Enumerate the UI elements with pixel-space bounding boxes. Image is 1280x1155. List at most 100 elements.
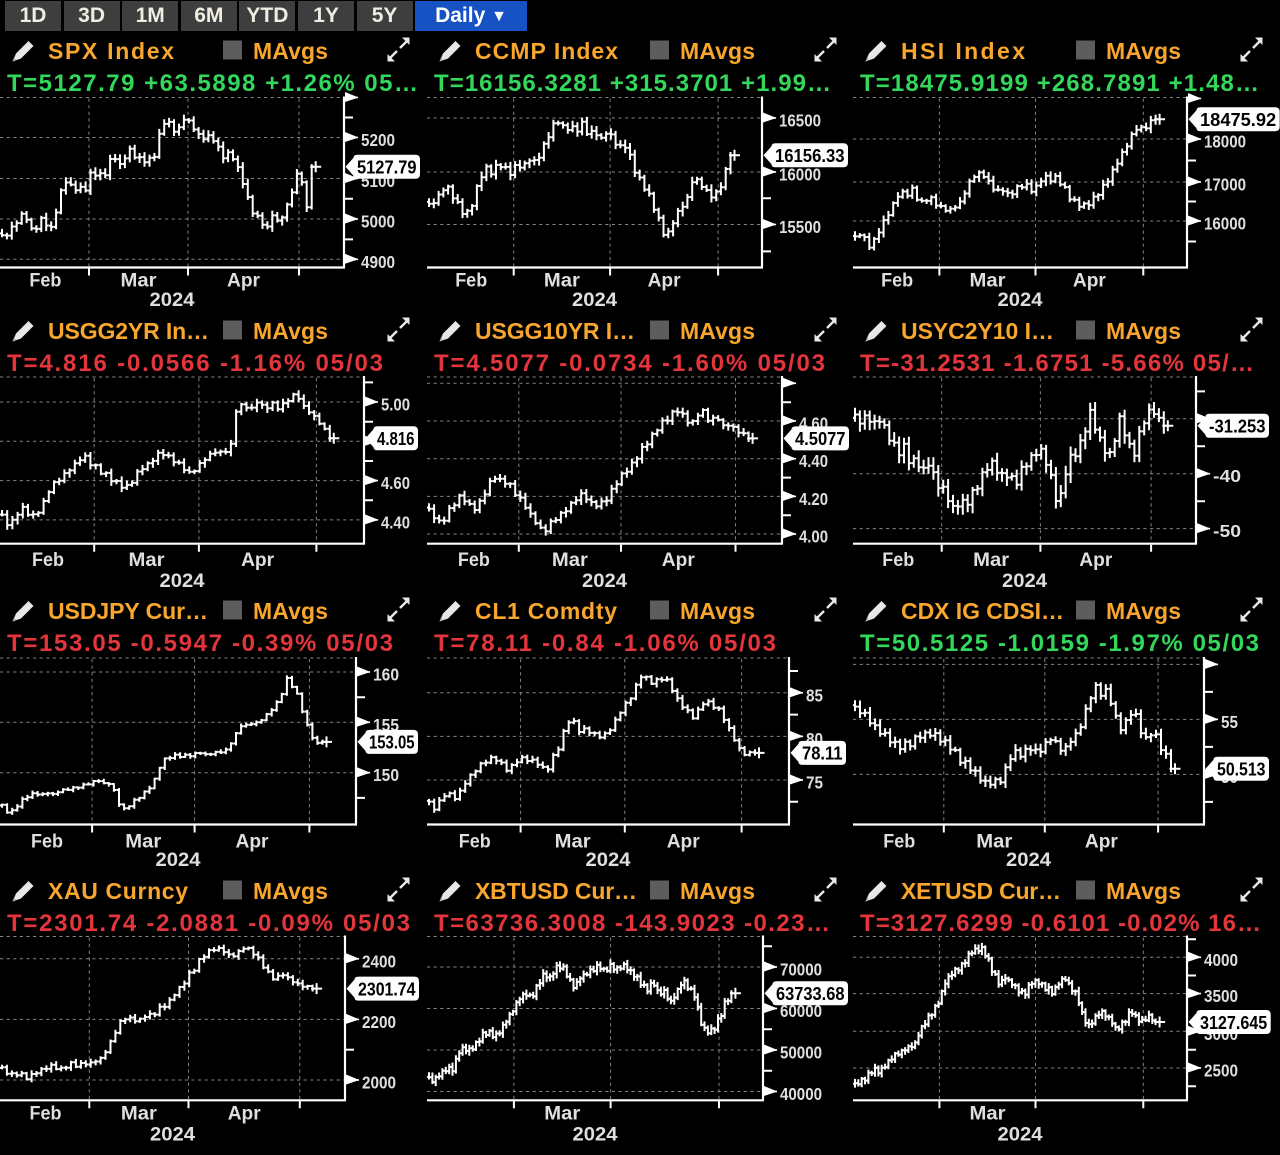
svg-text:Mar: Mar <box>121 270 157 292</box>
svg-text:4.40: 4.40 <box>799 451 828 471</box>
svg-text:150: 150 <box>373 765 399 785</box>
svg-text:CCMP Index: CCMP Index <box>475 38 618 64</box>
svg-text:2024: 2024 <box>150 1124 195 1146</box>
svg-text:Feb: Feb <box>881 270 913 292</box>
svg-text:17000: 17000 <box>1204 175 1246 195</box>
svg-text:60000: 60000 <box>780 1001 822 1021</box>
svg-text:16000: 16000 <box>779 165 821 185</box>
svg-text:T=3127.6299 -0.6101 -0.02% 16…: T=3127.6299 -0.6101 -0.02% 16… <box>860 910 1261 937</box>
svg-text:2024: 2024 <box>1006 849 1051 871</box>
svg-text:Mar: Mar <box>973 549 1009 571</box>
svg-text:T=63736.3008 -143.9023 -0.23…: T=63736.3008 -143.9023 -0.23… <box>434 910 830 937</box>
svg-text:155: 155 <box>373 715 399 735</box>
svg-text:Apr: Apr <box>236 831 269 853</box>
svg-text:MAvgs: MAvgs <box>253 598 328 624</box>
svg-text:16500: 16500 <box>779 111 821 131</box>
svg-text:MAvgs: MAvgs <box>253 38 328 64</box>
svg-text:15500: 15500 <box>779 217 821 237</box>
svg-text:Mar: Mar <box>544 1103 580 1125</box>
svg-text:XAU Curncy: XAU Curncy <box>48 878 188 904</box>
svg-text:Feb: Feb <box>30 1103 62 1125</box>
svg-text:2024: 2024 <box>998 289 1043 311</box>
svg-text:2024: 2024 <box>998 1124 1043 1146</box>
svg-text:2400: 2400 <box>362 951 396 971</box>
svg-text:Mar: Mar <box>544 270 580 292</box>
svg-text:T=5127.79 +63.5898 +1.26% 05…: T=5127.79 +63.5898 +1.26% 05… <box>7 70 418 97</box>
svg-text:USYC2Y10 I…: USYC2Y10 I… <box>901 318 1054 344</box>
svg-text:Apr: Apr <box>227 270 260 292</box>
svg-text:Feb: Feb <box>32 549 64 571</box>
svg-text:4.00: 4.00 <box>799 527 828 547</box>
svg-text:T=2301.74 -2.0881 -0.09% 05/03: T=2301.74 -2.0881 -0.09% 05/03 <box>7 910 410 937</box>
svg-text:2024: 2024 <box>156 849 201 871</box>
svg-text:2024: 2024 <box>572 289 617 311</box>
svg-text:T=78.11 -0.84 -1.06% 05/03: T=78.11 -0.84 -1.06% 05/03 <box>434 630 776 657</box>
svg-text:4.20: 4.20 <box>799 489 828 509</box>
svg-text:2000: 2000 <box>362 1073 396 1093</box>
svg-text:HSI Index: HSI Index <box>901 38 1025 64</box>
svg-text:Apr: Apr <box>661 549 694 571</box>
svg-text:MAvgs: MAvgs <box>680 878 755 904</box>
svg-text:55: 55 <box>1221 712 1238 732</box>
svg-text:4900: 4900 <box>361 252 395 272</box>
svg-text:Mar: Mar <box>970 1103 1006 1125</box>
svg-text:Apr: Apr <box>1080 549 1113 571</box>
svg-text:USDJPY Cur…: USDJPY Cur… <box>48 598 208 624</box>
svg-text:2500: 2500 <box>1204 1061 1238 1081</box>
svg-text:-40: -40 <box>1213 466 1241 486</box>
svg-text:5000: 5000 <box>361 212 395 232</box>
svg-text:4.816: 4.816 <box>377 428 415 449</box>
svg-text:2024: 2024 <box>582 570 627 592</box>
svg-text:Mar: Mar <box>554 831 590 853</box>
svg-text:85: 85 <box>806 685 823 705</box>
svg-text:5200: 5200 <box>361 130 395 150</box>
svg-text:2200: 2200 <box>362 1012 396 1032</box>
svg-text:-31.253: -31.253 <box>1209 416 1266 437</box>
svg-text:3500: 3500 <box>1204 986 1238 1006</box>
svg-text:T=153.05 -0.5947 -0.39% 05/03: T=153.05 -0.5947 -0.39% 05/03 <box>7 630 393 657</box>
svg-text:3127.645: 3127.645 <box>1200 1012 1267 1033</box>
svg-text:5.00: 5.00 <box>381 395 410 415</box>
svg-text:40000: 40000 <box>780 1084 822 1104</box>
svg-text:MAvgs: MAvgs <box>1106 878 1181 904</box>
svg-text:Mar: Mar <box>125 831 161 853</box>
svg-text:XETUSD Cur…: XETUSD Cur… <box>901 878 1061 904</box>
svg-text:4.5077: 4.5077 <box>795 428 846 449</box>
svg-text:2024: 2024 <box>1002 570 1047 592</box>
svg-text:MAvgs: MAvgs <box>1106 318 1181 344</box>
svg-text:T=16156.3281 +315.3701 +1.99…: T=16156.3281 +315.3701 +1.99… <box>434 70 831 97</box>
svg-text:Feb: Feb <box>31 831 63 853</box>
svg-text:50000: 50000 <box>780 1043 822 1063</box>
svg-text:SPX Index: SPX Index <box>48 38 174 64</box>
svg-text:MAvgs: MAvgs <box>1106 38 1181 64</box>
svg-text:USGG10YR I…: USGG10YR I… <box>475 318 635 344</box>
svg-text:Feb: Feb <box>884 831 916 853</box>
svg-text:2024: 2024 <box>150 289 195 311</box>
svg-text:Apr: Apr <box>1073 270 1106 292</box>
svg-text:Mar: Mar <box>970 270 1006 292</box>
svg-text:Mar: Mar <box>552 549 588 571</box>
svg-text:XBTUSD Cur…: XBTUSD Cur… <box>475 878 637 904</box>
svg-text:CL1 Comdty: CL1 Comdty <box>475 598 617 624</box>
svg-text:Feb: Feb <box>883 549 915 571</box>
svg-text:Apr: Apr <box>241 549 274 571</box>
svg-text:T=4.816 -0.0566 -1.16% 05/03: T=4.816 -0.0566 -1.16% 05/03 <box>7 350 383 377</box>
svg-text:Apr: Apr <box>647 270 680 292</box>
svg-text:Mar: Mar <box>129 549 165 571</box>
svg-text:50.513: 50.513 <box>1217 759 1266 780</box>
svg-text:2024: 2024 <box>160 570 205 592</box>
svg-text:MAvgs: MAvgs <box>253 878 328 904</box>
svg-text:18000: 18000 <box>1204 132 1246 152</box>
svg-text:153.05: 153.05 <box>369 732 415 753</box>
svg-text:Feb: Feb <box>458 549 490 571</box>
svg-text:Mar: Mar <box>977 831 1013 853</box>
svg-text:-50: -50 <box>1213 521 1241 541</box>
svg-text:78.11: 78.11 <box>802 743 843 764</box>
svg-text:MAvgs: MAvgs <box>253 318 328 344</box>
svg-text:T=-31.2531 -1.6751 -5.66% 05/…: T=-31.2531 -1.6751 -5.66% 05/… <box>860 350 1254 377</box>
svg-text:USGG2YR In…: USGG2YR In… <box>48 318 209 344</box>
svg-text:Feb: Feb <box>458 831 490 853</box>
svg-text:160: 160 <box>373 665 399 685</box>
svg-text:4000: 4000 <box>1204 950 1238 970</box>
svg-text:16000: 16000 <box>1204 214 1246 234</box>
